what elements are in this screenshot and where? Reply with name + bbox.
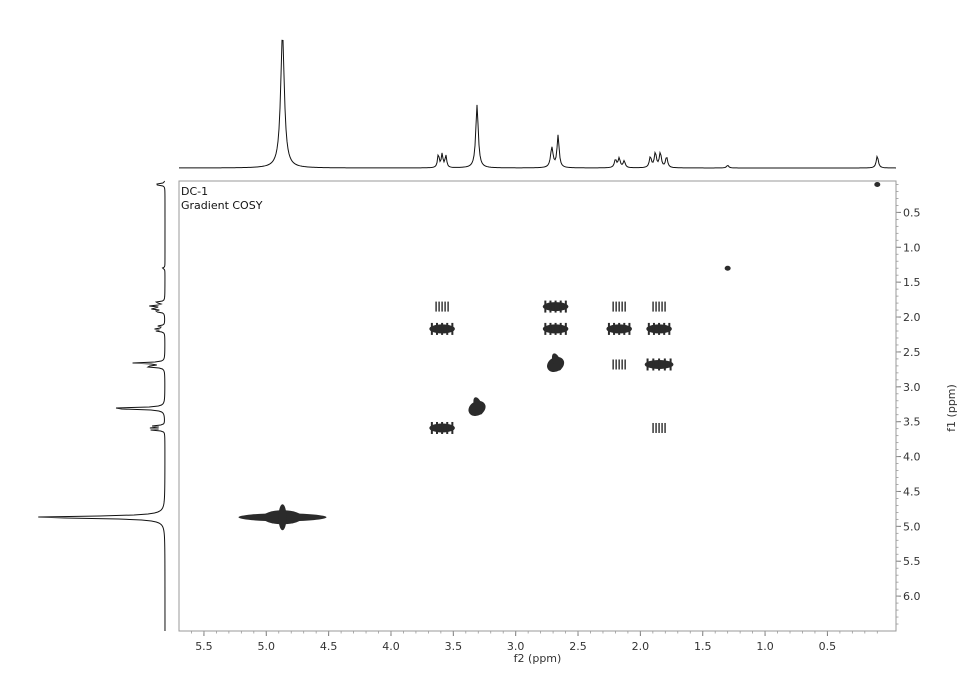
- cross-peak-mark: [658, 302, 660, 312]
- cross-peak-mark: [621, 359, 623, 369]
- x-tick-label: 4.5: [320, 640, 338, 653]
- y-tick-label: 5.5: [903, 555, 921, 568]
- cross-peak-mark: [278, 504, 286, 530]
- sample-name-label: DC-1: [181, 185, 208, 198]
- cross-peak-mark: [555, 323, 557, 335]
- cross-peak-mark: [435, 302, 437, 312]
- x-tick-label: 4.0: [382, 640, 400, 653]
- cross-peak-mark: [652, 302, 654, 312]
- cross-peak-mark: [664, 302, 666, 312]
- cross-peak-mark: [441, 323, 443, 335]
- y-tick-label: 3.5: [903, 416, 921, 429]
- y-tick-label: 2.0: [903, 311, 921, 324]
- y-tick-label: 3.0: [903, 381, 921, 394]
- cross-peak-mark: [560, 301, 562, 313]
- cross-peak-mark: [621, 302, 623, 312]
- cross-peak-mark: [653, 323, 655, 335]
- cross-peak: [874, 182, 880, 187]
- y-tick-label: 4.0: [903, 451, 921, 464]
- cross-peak-mark: [436, 323, 438, 335]
- cross-peak-mark: [661, 302, 663, 312]
- cross-peak-mark: [431, 422, 433, 434]
- cross-peak-mark: [628, 323, 630, 335]
- cross-peak-mark: [874, 182, 880, 187]
- cross-peak-mark: [663, 323, 665, 335]
- x-tick-label: 5.0: [258, 640, 276, 653]
- y-tick-label: 5.0: [903, 520, 921, 533]
- cross-peak-mark: [664, 358, 666, 370]
- cross-peak-mark: [441, 422, 443, 434]
- y-tick-label: 0.5: [903, 206, 921, 219]
- cross-peak-mark: [549, 301, 551, 313]
- cross-peak-mark: [544, 323, 546, 335]
- cross-peak-mark: [658, 323, 660, 335]
- x-tick-label: 1.0: [756, 640, 774, 653]
- cross-peak-mark: [608, 323, 610, 335]
- x-tick-label: 0.5: [819, 640, 837, 653]
- cross-peak-mark: [658, 423, 660, 433]
- cross-peak-mark: [612, 359, 614, 369]
- x-tick-label: 3.5: [445, 640, 463, 653]
- cross-peak-mark: [647, 358, 649, 370]
- cross-peak-mark: [451, 323, 453, 335]
- cross-peak-mark: [451, 422, 453, 434]
- cross-peak-mark: [549, 323, 551, 335]
- cross-peak-mark: [661, 423, 663, 433]
- cross-peak-mark: [555, 301, 557, 313]
- f2-axis-title: f2 (ppm): [514, 652, 562, 665]
- cross-peak-mark: [664, 423, 666, 433]
- cross-peak-mark: [624, 359, 626, 369]
- cross-peak: [725, 266, 731, 271]
- cross-peak-mark: [446, 422, 448, 434]
- cross-peak-mark: [446, 323, 448, 335]
- x-tick-label: 2.0: [632, 640, 650, 653]
- y-tick-label: 1.5: [903, 276, 921, 289]
- x-tick-label: 2.5: [569, 640, 587, 653]
- y-tick-label: 4.5: [903, 485, 921, 498]
- cross-peak-mark: [565, 301, 567, 313]
- cross-peak-mark: [623, 323, 625, 335]
- cross-peak-mark: [431, 323, 433, 335]
- cross-peak-mark: [436, 422, 438, 434]
- cross-peak-mark: [565, 323, 567, 335]
- x-tick-label: 1.5: [694, 640, 712, 653]
- cross-peak-mark: [618, 323, 620, 335]
- cross-peak-mark: [441, 302, 443, 312]
- cross-peak-mark: [655, 302, 657, 312]
- x-tick-label: 5.5: [195, 640, 213, 653]
- cross-peak-mark: [544, 301, 546, 313]
- cross-peak-mark: [624, 302, 626, 312]
- experiment-name-label: Gradient COSY: [181, 199, 263, 212]
- cross-peak-mark: [560, 323, 562, 335]
- y-tick-label: 2.5: [903, 346, 921, 359]
- f1-axis-title: f1 (ppm): [945, 384, 958, 432]
- cross-peak-mark: [725, 266, 731, 271]
- cross-peak-mark: [618, 359, 620, 369]
- cross-peak-mark: [444, 302, 446, 312]
- y-tick-label: 1.0: [903, 241, 921, 254]
- cross-peak-mark: [655, 423, 657, 433]
- cross-peak-mark: [670, 358, 672, 370]
- cross-peak-mark: [618, 302, 620, 312]
- cross-peak-mark: [613, 323, 615, 335]
- cross-peak-mark: [668, 323, 670, 335]
- cross-peak-mark: [615, 302, 617, 312]
- cross-peak-mark: [658, 358, 660, 370]
- y-tick-label: 6.0: [903, 590, 921, 603]
- cross-peak-mark: [652, 423, 654, 433]
- cross-peak-mark: [447, 302, 449, 312]
- cross-peak-mark: [615, 359, 617, 369]
- cross-peak-mark: [652, 358, 654, 370]
- cross-peak-mark: [612, 302, 614, 312]
- cross-peak-mark: [648, 323, 650, 335]
- cross-peak-mark: [438, 302, 440, 312]
